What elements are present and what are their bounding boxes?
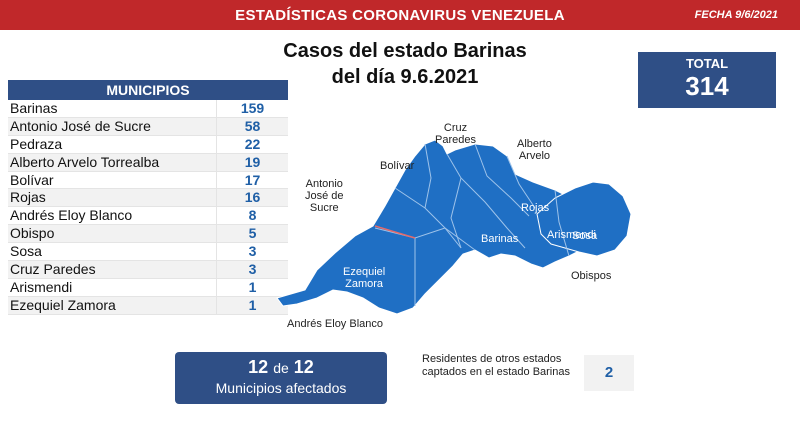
page-title-line1: Casos del estado Barinas <box>283 40 527 62</box>
table-row: Arismendi 1 <box>8 278 288 297</box>
municipio-cases: 16 <box>216 189 288 207</box>
label-obispos: Obispos <box>571 270 612 282</box>
table-row: Cruz Paredes 3 <box>8 261 288 279</box>
label-arismendi: Arismendi <box>547 229 596 241</box>
municipio-cases: 8 <box>216 207 288 225</box>
municipio-cases: 159 <box>216 100 288 117</box>
municipio-cases: 58 <box>216 117 288 135</box>
municipio-name: Sosa <box>10 243 42 260</box>
page-title-line2: del día 9.6.2021 <box>331 66 479 88</box>
header-bar: ESTADÍSTICAS CORONAVIRUS VENEZUELA FECHA… <box>0 0 800 30</box>
affected-box: 12 de 12 Municipios afectados <box>175 352 387 404</box>
municipio-name: Barinas <box>10 100 58 116</box>
municipio-name: Arismendi <box>10 278 73 295</box>
table-row: Alberto Arvelo Torrealba 19 <box>8 153 288 172</box>
label-ezequiel-zamora: Ezequiel Zamora <box>343 266 386 290</box>
municipio-cases: 22 <box>216 135 288 153</box>
table-row: Sosa 3 <box>8 243 288 262</box>
municipio-name: Pedraza <box>10 135 63 152</box>
header-date: FECHA 9/6/2021 <box>694 9 778 21</box>
municipio-cases: 5 <box>216 225 288 243</box>
municipio-name: Alberto Arvelo Torrealba <box>10 153 160 170</box>
label-alberto-arvelo: Alberto Arvelo <box>517 138 552 162</box>
municipio-name: Cruz Paredes <box>10 261 96 278</box>
page-title: Casos del estado Barinas del día 9.6.202… <box>245 38 565 90</box>
municipio-cases: 3 <box>216 261 288 278</box>
residents-value: 2 <box>584 355 634 391</box>
municipio-cases: 1 <box>216 278 288 296</box>
map-region-arismendi <box>536 181 632 257</box>
map-river <box>374 225 416 239</box>
label-andres-eloy-blanco: Andrés Eloy Blanco <box>287 318 383 330</box>
affected-label: Municipios afectados <box>215 380 347 396</box>
table-row: Andrés Eloy Blanco 8 <box>8 207 288 226</box>
municipio-name: Bolívar <box>10 171 54 188</box>
label-barinas: Barinas <box>481 233 519 245</box>
table-row: Rojas 16 <box>8 189 288 208</box>
label-sucre: Antonio José de Sucre <box>305 178 344 214</box>
table-row: Ezequiel Zamora 1 <box>8 296 288 315</box>
map-regions <box>276 139 632 315</box>
table-header: MUNICIPIOS <box>8 80 288 100</box>
municipio-name: Andrés Eloy Blanco <box>10 207 133 224</box>
total-label: TOTAL <box>685 56 729 71</box>
municipios-table: MUNICIPIOS Barinas 159 Antonio José de Suc… <box>8 80 288 315</box>
affected-count: 12 de 12 <box>248 357 314 377</box>
municipio-name: Antonio José de Sucre <box>10 117 151 134</box>
map-svg <box>276 139 632 315</box>
municipio-cases: 17 <box>216 171 288 189</box>
municipio-cases: 1 <box>216 296 288 314</box>
total-value: 314 <box>685 71 729 101</box>
table-row: Bolívar 17 <box>8 171 288 190</box>
residents-label: Residentes de otros estados captados en … <box>422 353 570 378</box>
table-row: Pedraza 22 <box>8 135 288 154</box>
municipio-name: Obispo <box>10 225 55 242</box>
header-title: ESTADÍSTICAS CORONAVIRUS VENEZUELA <box>235 7 565 24</box>
table-body: Barinas 159 Antonio José de Sucre 58 Pedraza… <box>8 100 288 315</box>
municipio-cases: 19 <box>216 153 288 171</box>
barinas-map: Cruz Paredes Alberto Arvelo Bolívar Antoni… <box>275 118 635 330</box>
municipio-name: Rojas <box>10 189 46 206</box>
table-row: Antonio José de Sucre 58 <box>8 117 288 136</box>
label-pedraza: Pedraza <box>465 256 506 268</box>
table-row: Barinas 159 <box>8 100 288 118</box>
label-cruz-paredes: Cruz Paredes <box>435 122 476 146</box>
municipio-name: Ezequiel Zamora <box>10 296 116 313</box>
table-row: Obispo 5 <box>8 225 288 244</box>
label-bolivar: Bolívar <box>380 160 415 172</box>
label-sosa: Sosa <box>572 230 598 242</box>
municipio-cases: 3 <box>216 243 288 261</box>
total-box: TOTAL 314 <box>638 52 776 108</box>
label-rojas: Rojas <box>521 202 550 214</box>
